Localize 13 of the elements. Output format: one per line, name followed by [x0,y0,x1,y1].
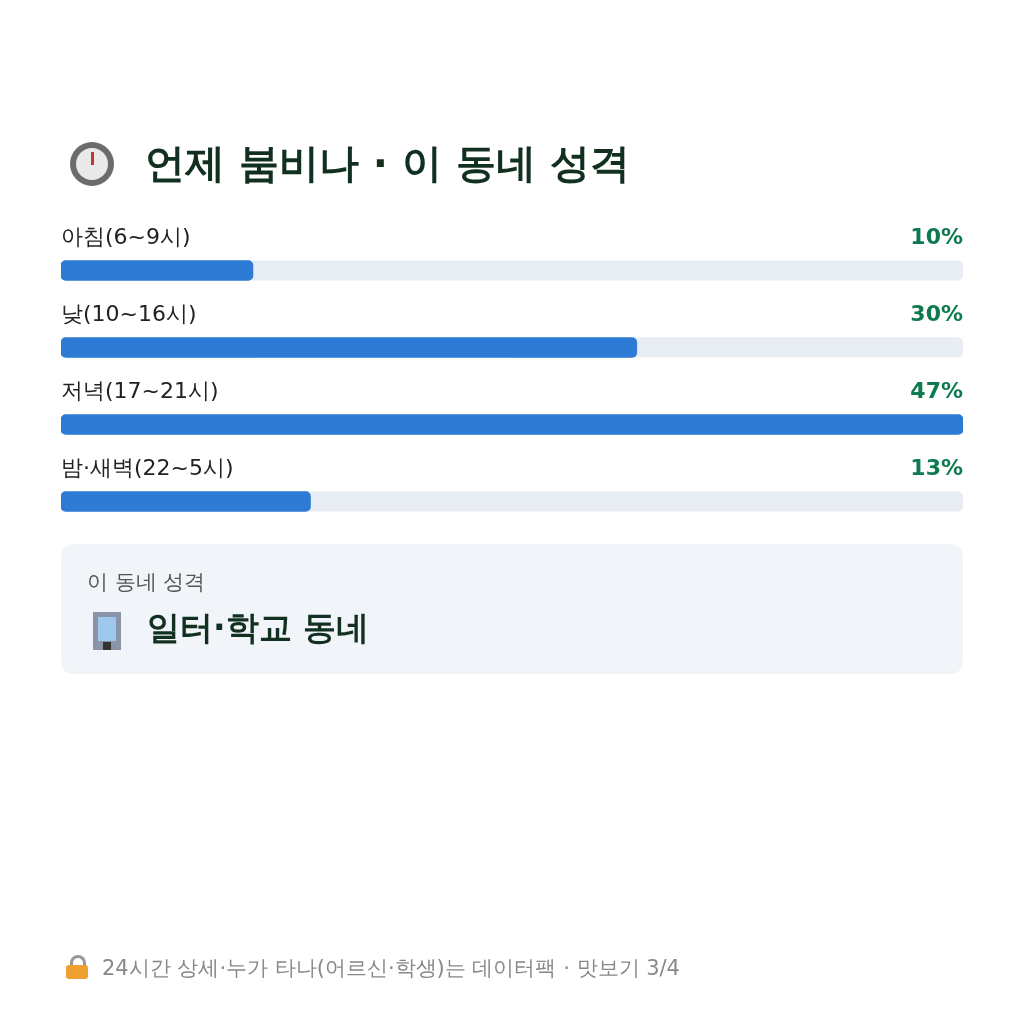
y-tick-label: 밤·새벽(22~5시) [61,455,234,481]
chart-title: 언제 붐비나 · 이 동네 성격 [145,139,630,188]
data-label: 47% [910,378,963,404]
text: 이 동네 성격 [87,569,206,596]
y-tick-label: 낮(10~16시) [61,301,197,327]
data-label: 13% [910,455,963,481]
data-label: 30% [910,301,963,327]
data-label: 10% [910,224,963,250]
bar [61,260,254,281]
y-tick-label: 저녁(17~21시) [61,378,219,404]
text: 24시간 상세·누가 타나(어르신·학생)는 데이터팩 · 맛보기 3/4 [102,955,680,982]
text: 일터·학교 동네 [147,607,370,649]
y-tick-label: 아침(6~9시) [61,224,191,250]
